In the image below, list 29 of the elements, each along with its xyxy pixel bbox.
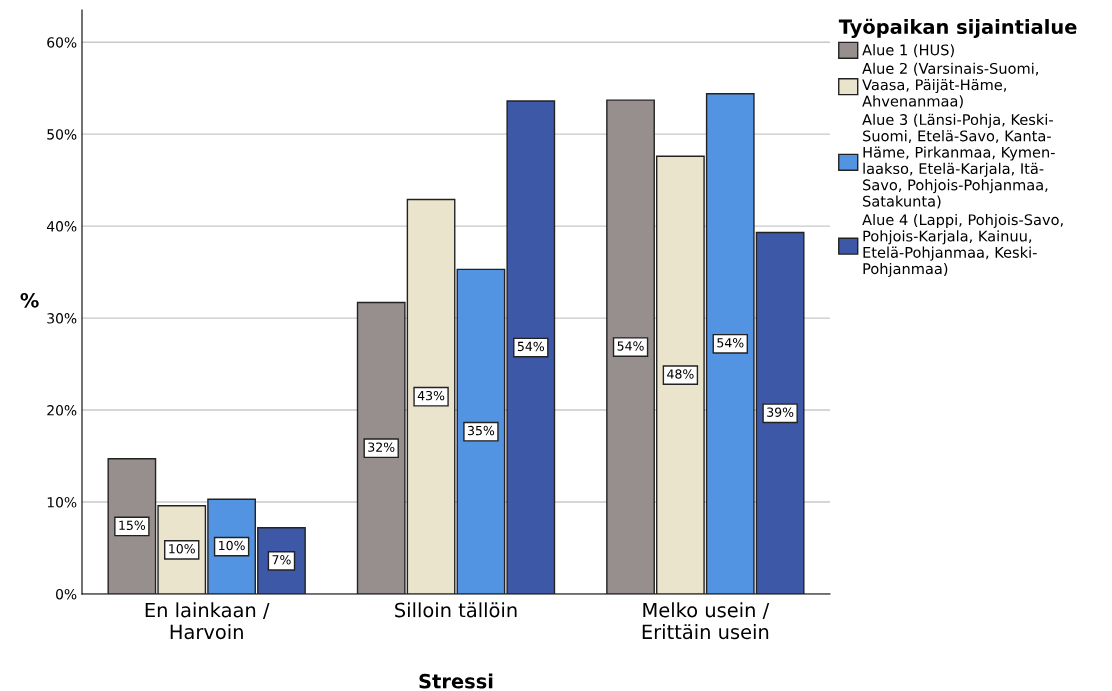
- data-label: 43%: [417, 390, 445, 401]
- legend-title: Työpaikan sijaintialue: [838, 18, 1077, 38]
- legend-label: Alue 3 (Länsi-Pohja, Keski- Suomi, Etelä-Savo, Kanta- Häme, Pirkanmaa, Kymen- laakso, Etelä-Karjala, Itä- Savo, Pohjois-Pohjanmaa, Satakunta): [862, 113, 1055, 209]
- y-tick-label: 50%: [47, 129, 77, 140]
- y-tick-label: 30%: [47, 313, 77, 324]
- y-tick-label: 40%: [46, 221, 77, 232]
- data-label: 39%: [767, 407, 794, 417]
- legend-label: Alue 4 (Lappi, Pohjois-Savo, Pohjois-Karjala, Kainuu, Etelä-Pohjanmaa, Keski- Pohjanmaa): [862, 213, 1063, 278]
- y-tick-label: 0%: [56, 588, 77, 600]
- x-tick-label: Melko usein / Erittäin usein: [642, 602, 770, 640]
- data-label: 15%: [119, 520, 146, 531]
- data-label: 54%: [717, 338, 744, 348]
- x-tick-label: Silloin tällöin: [395, 602, 517, 618]
- x-tick-label: En lainkaan / Harvoin: [145, 602, 270, 640]
- y-tick-label: 20%: [47, 405, 77, 416]
- legend-label: Alue 1 (HUS): [862, 44, 954, 58]
- data-label: 10%: [219, 540, 245, 551]
- data-label: 32%: [368, 442, 395, 452]
- legend-label: Alue 2 (Varsinais-Suomi, Vaasa, Päijät-Häme, Ahvenanmaa): [862, 62, 1038, 109]
- y-tick-label: 10%: [47, 497, 77, 508]
- data-label: 54%: [617, 341, 644, 351]
- data-label: 10%: [169, 544, 195, 554]
- x-axis-title: Stressi: [419, 673, 493, 689]
- y-tick-label: 60%: [47, 37, 77, 48]
- y-axis-title: %: [20, 292, 39, 308]
- data-label: 54%: [517, 341, 544, 352]
- data-label: 48%: [667, 369, 694, 379]
- data-label: 7%: [272, 555, 291, 565]
- data-label: 35%: [467, 425, 495, 436]
